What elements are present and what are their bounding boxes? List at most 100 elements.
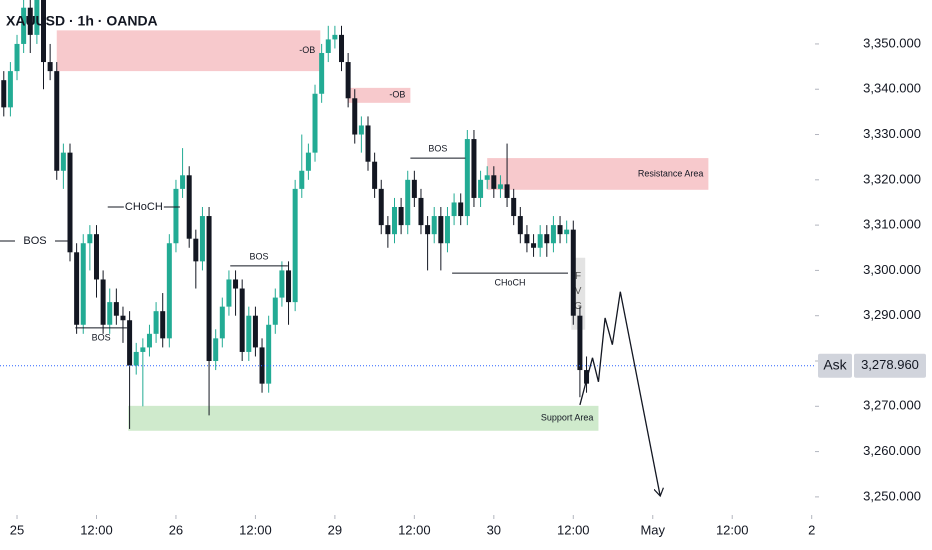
candle-body	[319, 52, 325, 94]
candle-body	[67, 152, 73, 253]
candle-body	[140, 347, 146, 352]
candle-body	[471, 139, 477, 198]
candle-body	[550, 225, 556, 244]
price-tag	[854, 353, 926, 378]
candle-body	[166, 243, 172, 339]
candle-body	[173, 188, 179, 244]
label-bg	[14, 233, 55, 248]
y-tick-label: 3,310.000	[863, 217, 921, 232]
y-tick-label: 3,330.000	[863, 126, 921, 141]
structure-label: BOS	[250, 251, 269, 261]
candle-body	[186, 175, 192, 239]
candle-body	[544, 234, 550, 244]
candle-body	[259, 347, 265, 384]
candle-body	[391, 206, 397, 235]
candle-body	[233, 279, 239, 289]
candle-body	[74, 252, 80, 325]
candle-body	[444, 216, 450, 244]
candle-body	[279, 270, 285, 298]
x-tick-label: 12:00	[239, 522, 272, 537]
candle-body	[87, 234, 93, 244]
structure-label: BOS	[92, 332, 111, 342]
candle-body	[332, 34, 338, 40]
candle-body	[398, 206, 404, 226]
candle-body	[352, 98, 358, 135]
candle-body	[127, 320, 133, 366]
candle-body	[577, 315, 583, 371]
candle-body	[199, 216, 205, 262]
candle-body	[27, 7, 33, 35]
candle-body	[358, 125, 364, 135]
candle-body	[146, 333, 152, 348]
zone-label: FVG	[573, 271, 584, 316]
candle-body	[365, 125, 371, 162]
candle-body	[213, 338, 219, 361]
ask-box	[818, 353, 852, 378]
projection-path	[579, 291, 660, 495]
candle-body	[458, 202, 464, 217]
candle-body	[153, 311, 159, 334]
candle-body	[100, 279, 106, 325]
plot-area: 3,250.0003,260.0003,270.0003,280.0003,29…	[0, 0, 926, 537]
candle-body	[385, 225, 391, 235]
y-tick-label: 3,260.000	[863, 443, 921, 458]
candle-body	[7, 71, 13, 108]
candle-body	[557, 225, 563, 235]
candle-body	[438, 216, 444, 244]
zone	[128, 405, 599, 431]
y-tick-label: 3,290.000	[863, 307, 921, 322]
ask-label: Ask	[823, 356, 847, 372]
candle-body	[497, 184, 503, 189]
candle-body	[120, 315, 126, 321]
candle-body	[372, 161, 378, 189]
candle-body	[286, 270, 292, 303]
x-tick-label: 25	[10, 522, 24, 537]
candle-body	[299, 170, 305, 189]
candle-body	[464, 139, 470, 217]
zone	[487, 158, 709, 190]
price-tag-label: 3,278.960	[861, 357, 919, 372]
x-tick-label: 26	[169, 522, 183, 537]
candle-body	[292, 188, 298, 303]
x-tick-label: 2	[808, 522, 815, 537]
candle-body	[531, 243, 537, 248]
candle-body	[517, 216, 523, 235]
x-tick-label: 12:00	[716, 522, 749, 537]
candle-body	[425, 225, 431, 235]
candle-body	[239, 288, 245, 352]
zone	[348, 87, 411, 103]
candle-body	[451, 202, 457, 217]
candle-body	[570, 229, 576, 316]
candle-body	[60, 152, 66, 171]
structure-label: BOS	[23, 235, 46, 247]
candle-body	[305, 152, 311, 171]
candle-body	[1, 80, 7, 108]
candle-body	[524, 234, 530, 244]
candle-body	[34, 0, 40, 35]
candle-body	[193, 238, 199, 262]
candle-body	[133, 351, 139, 366]
candle-body	[345, 62, 351, 99]
candle-body	[484, 175, 490, 180]
candle-body	[266, 324, 272, 384]
candle-body	[113, 302, 119, 316]
x-tick-label: 12:00	[398, 522, 431, 537]
structure-label: BOS	[428, 143, 447, 153]
candle-body	[180, 175, 186, 189]
candle-body	[21, 7, 27, 44]
zone-label: Support Area	[541, 413, 594, 423]
candle-body	[107, 302, 113, 325]
candle-body	[411, 179, 417, 198]
chart-title: XAUUSD · 1h · OANDA	[6, 13, 158, 29]
zone	[56, 30, 321, 72]
candle-body	[80, 243, 86, 325]
candle-body	[564, 229, 570, 235]
x-tick-label: 12:00	[557, 522, 590, 537]
candle-body	[14, 43, 20, 72]
y-tick-label: 3,340.000	[863, 81, 921, 96]
candle-body	[226, 279, 232, 307]
candle-body	[272, 297, 278, 325]
zone-label: -OB	[299, 45, 315, 55]
